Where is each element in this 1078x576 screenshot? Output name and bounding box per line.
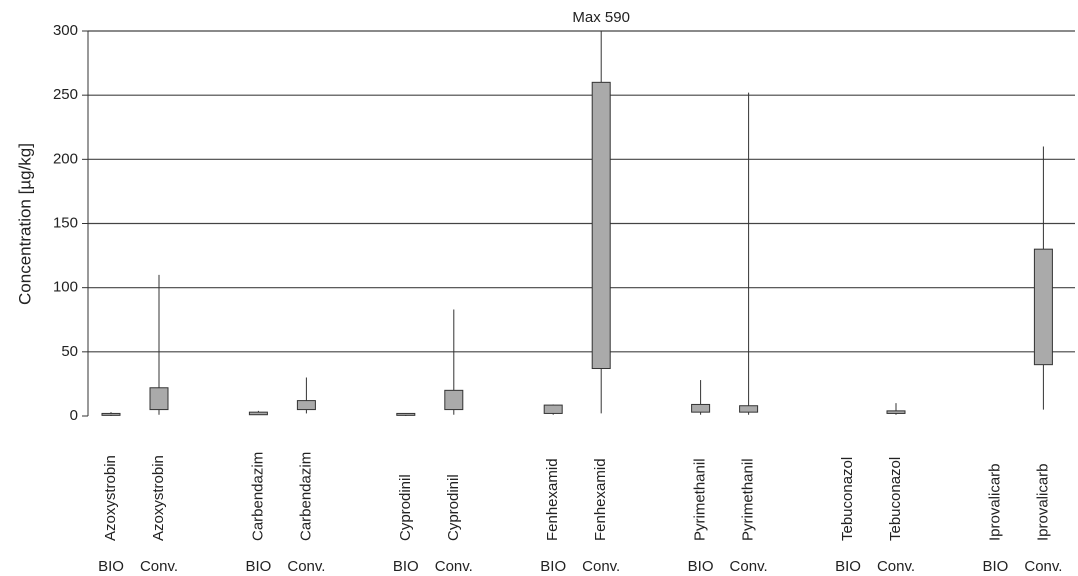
x-tick-label: Carbendazim <box>249 452 266 541</box>
group-label: Conv. <box>435 558 473 575</box>
box <box>739 405 759 413</box>
x-tick-label: Iprovalicarb <box>986 463 1003 541</box>
x-tick-label: Tebuconazol <box>887 457 904 541</box>
group-label: BIO <box>688 558 714 575</box>
y-tick-label: 100 <box>53 279 78 296</box>
group-label: BIO <box>393 558 419 575</box>
x-tick-label: Fenhexamid <box>592 458 609 541</box>
x-tick-label: Cyprodinil <box>445 474 462 541</box>
x-tick-label: Cyprodinil <box>397 474 414 541</box>
y-tick-label: 50 <box>61 343 78 360</box>
box <box>886 410 906 414</box>
group-label: BIO <box>245 558 271 575</box>
y-tick-label: 0 <box>70 407 78 424</box>
y-axis-label: Concentration [µg/kg] <box>15 143 34 305</box>
box <box>691 403 711 413</box>
box <box>591 81 611 370</box>
box <box>149 387 169 411</box>
x-tick-label: Iprovalicarb <box>1034 463 1051 541</box>
x-tick-label: Pyrimethanil <box>740 458 757 541</box>
group-label: Conv. <box>140 558 178 575</box>
y-tick-label: 300 <box>53 22 78 39</box>
box <box>396 412 416 416</box>
group-label: BIO <box>98 558 124 575</box>
x-tick-label: Pyrimethanil <box>692 458 709 541</box>
group-label: Conv. <box>582 558 620 575</box>
group-label: Conv. <box>877 558 915 575</box>
group-label: Conv. <box>730 558 768 575</box>
box <box>1033 248 1053 366</box>
annotation: Max 590 <box>572 9 630 26</box>
box <box>296 400 316 411</box>
y-tick-label: 150 <box>53 214 78 231</box>
box <box>543 404 563 414</box>
x-tick-label: Fenhexamid <box>544 458 561 541</box>
x-tick-label: Azoxystrobin <box>102 455 119 541</box>
y-tick-label: 200 <box>53 150 78 167</box>
group-label: BIO <box>540 558 566 575</box>
group-label: Conv. <box>287 558 325 575</box>
group-label: BIO <box>835 558 861 575</box>
group-label: BIO <box>982 558 1008 575</box>
box <box>248 411 268 416</box>
x-tick-label: Carbendazim <box>297 452 314 541</box>
box <box>444 389 464 411</box>
box <box>101 412 121 416</box>
x-tick-label: Tebuconazol <box>839 457 856 541</box>
x-tick-label: Azoxystrobin <box>150 455 167 541</box>
y-tick-label: 250 <box>53 86 78 103</box>
group-label: Conv. <box>1024 558 1062 575</box>
